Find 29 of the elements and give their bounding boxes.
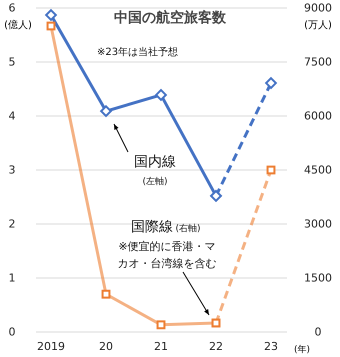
y2-axis-title: (万人) (304, 20, 332, 31)
y2-tick-label: 1500 (304, 272, 332, 285)
annotation: 国内線 (134, 154, 176, 170)
y-tick-label: 4 (8, 110, 16, 123)
y2-tick-label: 6000 (304, 110, 332, 123)
y-tick-label: 2 (8, 218, 16, 231)
y-tick-label: 5 (8, 56, 16, 69)
annotation: ※23年は当社予想 (97, 46, 178, 58)
x-tick-label: 2019 (37, 340, 65, 353)
annotation: 国際線 (131, 219, 173, 235)
annotation: ※便宜的に香港・マカオ・台湾線を含む (118, 240, 216, 270)
y2-tick-label: 7500 (304, 56, 332, 69)
annotation: (左軸) (142, 176, 168, 187)
x-tick-label: 23 (264, 340, 278, 353)
x-tick-label: 22 (209, 340, 223, 353)
y-tick-label: 3 (8, 164, 16, 177)
annotation: (右軸) (175, 223, 201, 234)
y2-tick-label: 3000 (304, 218, 332, 231)
y2-tick-label: 9000 (304, 2, 332, 15)
y-tick-label: 0 (8, 326, 16, 339)
y2-tick-label: 0 (314, 326, 322, 339)
y-tick-label: 6 (8, 2, 16, 15)
x-tick-label: 20 (99, 340, 113, 353)
x-tick-label: 21 (154, 340, 168, 353)
x-axis-title: (年) (294, 344, 310, 355)
y-axis-title: (億人) (4, 19, 32, 31)
y-tick-label: 1 (8, 272, 16, 285)
chart-title: 中国の航空旅客数 (114, 9, 227, 26)
y2-tick-label: 4500 (304, 164, 332, 177)
